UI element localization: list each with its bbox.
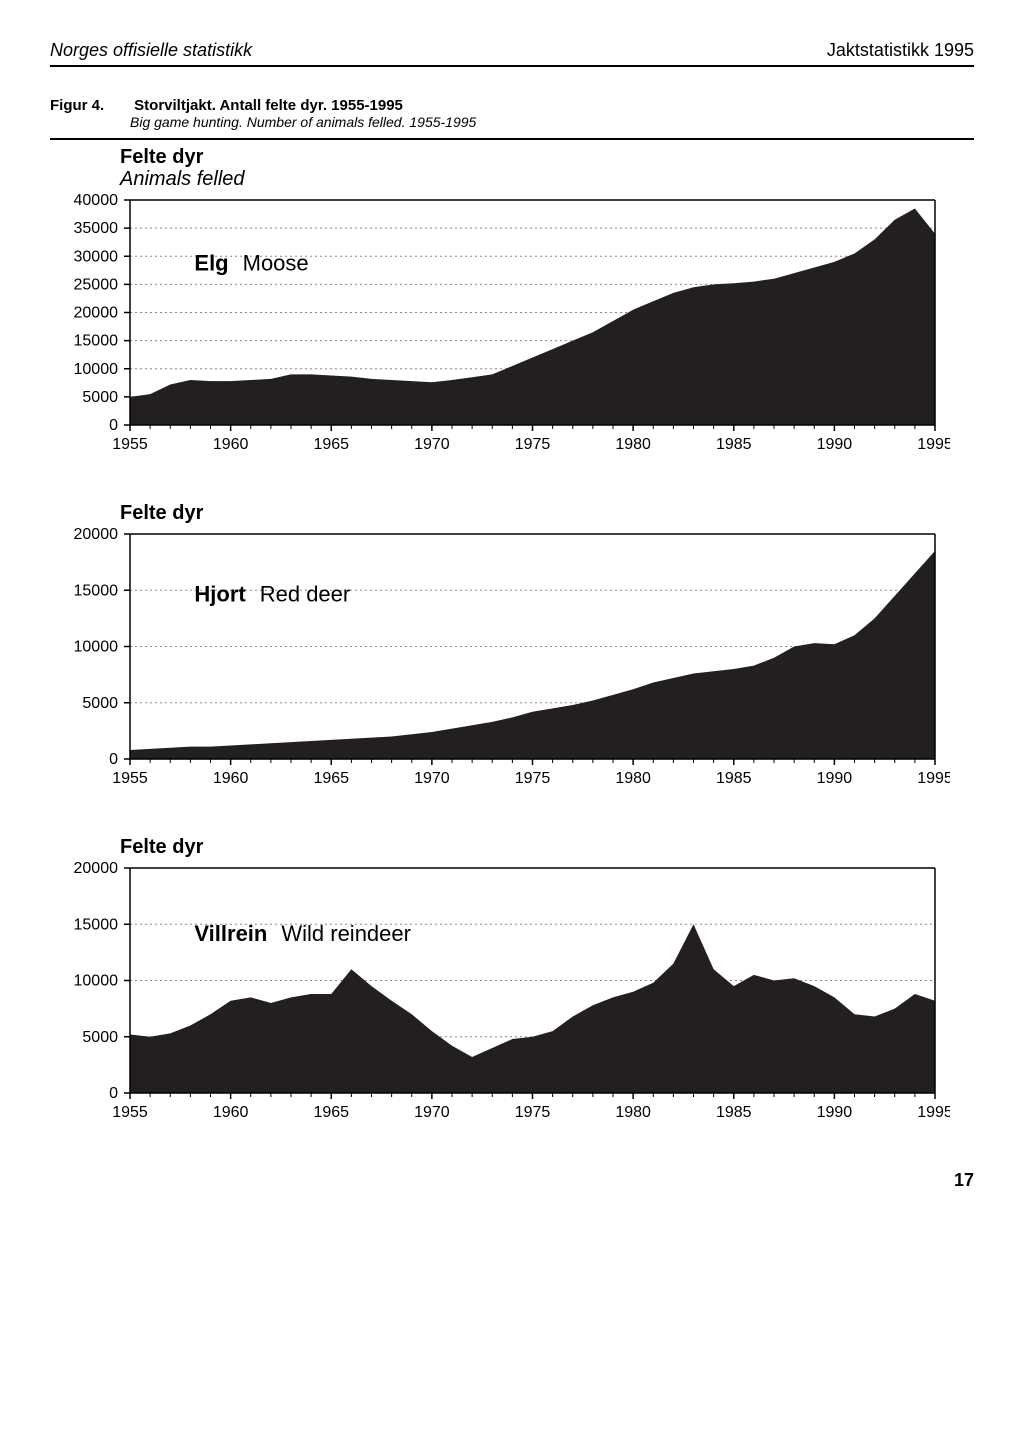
figure-title: Storviltjakt. Antall felte dyr. 1955-199… <box>134 97 403 114</box>
xtick-label: 1960 <box>213 436 249 453</box>
chart-svg-moose: ElgMoose 0 5000 10000 15000 20000 25000 30000 3… <box>50 190 950 460</box>
xtick-label: 1995 <box>917 1104 950 1121</box>
xtick-label: 1990 <box>817 1104 853 1121</box>
xtick-label: 1990 <box>817 436 853 453</box>
ytick-label: 10000 <box>74 361 119 378</box>
ytick-label: 25000 <box>74 276 119 293</box>
xtick-label: 1965 <box>313 436 349 453</box>
xtick-label: 1990 <box>817 770 853 787</box>
page-number: 17 <box>50 1170 974 1191</box>
xtick-label: 1995 <box>917 770 950 787</box>
chart-reindeer: Felte dyr VillreinWild reindeer 0 5000 100… <box>50 836 974 1128</box>
chart-ytitle: Felte dyr <box>120 836 974 858</box>
ytick-label: 0 <box>109 1085 118 1102</box>
ytick-label: 15000 <box>74 916 119 933</box>
xtick-label: 1955 <box>112 770 148 787</box>
xtick-label: 1965 <box>313 770 349 787</box>
xtick-label: 1960 <box>213 1104 249 1121</box>
chart-ytitle: Felte dyrAnimals felled <box>120 146 974 190</box>
page-header: Norges offisielle statistikk Jaktstatist… <box>50 40 974 67</box>
xtick-label: 1970 <box>414 1104 450 1121</box>
ytick-label: 40000 <box>74 192 119 209</box>
xtick-label: 1975 <box>515 436 551 453</box>
xtick-label: 1995 <box>917 436 950 453</box>
xtick-label: 1985 <box>716 770 752 787</box>
xtick-label: 1985 <box>716 436 752 453</box>
xtick-label: 1975 <box>515 1104 551 1121</box>
header-left: Norges offisielle statistikk <box>50 40 252 61</box>
xtick-label: 1960 <box>213 770 249 787</box>
xtick-label: 1980 <box>615 1104 651 1121</box>
chart-moose: Felte dyrAnimals felled ElgMoose 0 5000 10… <box>50 146 974 460</box>
series-label: VillreinWild reindeer <box>194 921 411 946</box>
ytick-label: 30000 <box>74 248 119 265</box>
ytick-label: 10000 <box>74 639 119 656</box>
figure-subtitle: Big game hunting. Number of animals fell… <box>130 114 974 130</box>
series-label: HjortRed deer <box>194 582 350 607</box>
xtick-label: 1975 <box>515 770 551 787</box>
ytick-label: 20000 <box>74 860 119 877</box>
xtick-label: 1980 <box>615 770 651 787</box>
ytick-label: 5000 <box>82 1029 118 1046</box>
xtick-label: 1985 <box>716 1104 752 1121</box>
ytick-label: 5000 <box>82 389 118 406</box>
chart-svg-reddeer: HjortRed deer 0 5000 10000 15000 20000 1955 1… <box>50 524 950 794</box>
ytick-label: 15000 <box>74 333 119 350</box>
ytick-label: 10000 <box>74 973 119 990</box>
ytick-label: 35000 <box>74 220 119 237</box>
ytick-label: 5000 <box>82 695 118 712</box>
xtick-label: 1970 <box>414 436 450 453</box>
charts-container: Felte dyrAnimals felled ElgMoose 0 5000 10… <box>50 146 974 1128</box>
ytick-label: 0 <box>109 417 118 434</box>
ytick-label: 20000 <box>74 305 119 322</box>
xtick-label: 1970 <box>414 770 450 787</box>
figure-caption: Figur 4. Storviltjakt. Antall felte dyr.… <box>50 97 974 130</box>
chart-svg-reindeer: VillreinWild reindeer 0 5000 10000 15000 200… <box>50 858 950 1128</box>
ytick-label: 0 <box>109 751 118 768</box>
chart-ytitle: Felte dyr <box>120 502 974 524</box>
figure-number: Figur 4. <box>50 97 130 114</box>
ytick-label: 15000 <box>74 582 119 599</box>
ytick-label: 20000 <box>74 526 119 543</box>
xtick-label: 1955 <box>112 1104 148 1121</box>
header-right: Jaktstatistikk 1995 <box>827 40 974 61</box>
chart-reddeer: Felte dyr HjortRed deer 0 5000 10000 15000 2… <box>50 502 974 794</box>
xtick-label: 1955 <box>112 436 148 453</box>
xtick-label: 1980 <box>615 436 651 453</box>
series-label: ElgMoose <box>194 250 308 275</box>
xtick-label: 1965 <box>313 1104 349 1121</box>
figure-block: Felte dyrAnimals felled ElgMoose 0 5000 10… <box>50 138 974 1128</box>
